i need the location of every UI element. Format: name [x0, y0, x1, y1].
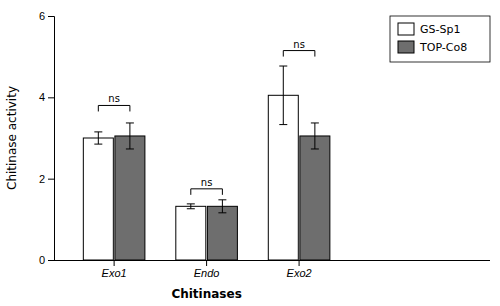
- legend-swatch: [398, 41, 414, 53]
- error-bar: [187, 204, 195, 209]
- annotation-label: ns: [108, 93, 120, 104]
- y-tick-label: 6: [39, 10, 45, 22]
- chart: 0 2 4 6 Exo1 Endo Exo2 ns ns ns GS-Sp1 TOP-Co8 Chiti…: [0, 0, 500, 306]
- bar: [115, 136, 145, 260]
- x-tick: Endo: [194, 260, 220, 279]
- error-bar: [126, 123, 134, 149]
- legend-swatch: [398, 23, 414, 35]
- annotations: ns ns ns: [98, 39, 315, 195]
- y-tick: 4: [39, 91, 54, 103]
- y-tick: 2: [39, 173, 54, 185]
- legend: GS-Sp1 TOP-Co8: [390, 16, 490, 62]
- y-tick: 0: [39, 254, 54, 266]
- x-tick-mark: [299, 260, 300, 266]
- y-tick-label: 0: [39, 254, 45, 266]
- marks: [83, 66, 330, 260]
- legend-label: TOP-Co8: [419, 41, 467, 54]
- x-axis-line: [54, 260, 490, 261]
- x-tick: Exo2: [287, 260, 312, 279]
- bracket: [283, 51, 315, 57]
- bracket: [98, 105, 130, 111]
- x-tick-mark: [114, 260, 115, 266]
- plot: 0 2 4 6 Exo1 Endo Exo2 ns ns ns GS-Sp1 TOP-Co8: [39, 10, 490, 279]
- x-tick-label: Endo: [194, 267, 220, 279]
- legend-frame: [390, 16, 490, 62]
- y-tick: 6: [39, 10, 54, 22]
- x-tick-mark: [206, 260, 207, 266]
- error-bar: [279, 66, 287, 125]
- bar: [207, 206, 237, 260]
- error-bar: [311, 123, 319, 149]
- x-tick-label: Exo1: [102, 267, 127, 279]
- y-tick-mark: [48, 260, 54, 261]
- annotation-label: ns: [293, 39, 305, 50]
- x-axis: Exo1 Endo Exo2: [54, 260, 490, 279]
- series: [83, 66, 298, 260]
- y-tick-mark: [48, 97, 54, 98]
- y-axis-line: [48, 17, 55, 261]
- y-tick-mark: [48, 179, 54, 180]
- error-bar: [94, 132, 102, 144]
- legend-item: GS-Sp1: [398, 23, 460, 36]
- y-axis: 0 2 4 6: [39, 10, 55, 266]
- bar: [300, 136, 330, 260]
- bar: [83, 138, 113, 260]
- annotation-label: ns: [201, 177, 213, 188]
- y-tick-label: 4: [39, 91, 45, 103]
- series: [115, 123, 330, 260]
- x-tick-label: Exo2: [287, 267, 312, 279]
- legend-item: TOP-Co8: [398, 41, 467, 54]
- bracket: [191, 189, 223, 195]
- x-axis-title: Chitinases: [171, 287, 241, 301]
- bar: [176, 206, 206, 260]
- legend-label: GS-Sp1: [420, 23, 460, 36]
- y-axis-title: Chitinase activity: [5, 86, 19, 190]
- y-tick-mark: [48, 16, 54, 17]
- error-bar: [218, 200, 226, 213]
- x-tick: Exo1: [102, 260, 127, 279]
- y-tick-label: 2: [39, 173, 45, 185]
